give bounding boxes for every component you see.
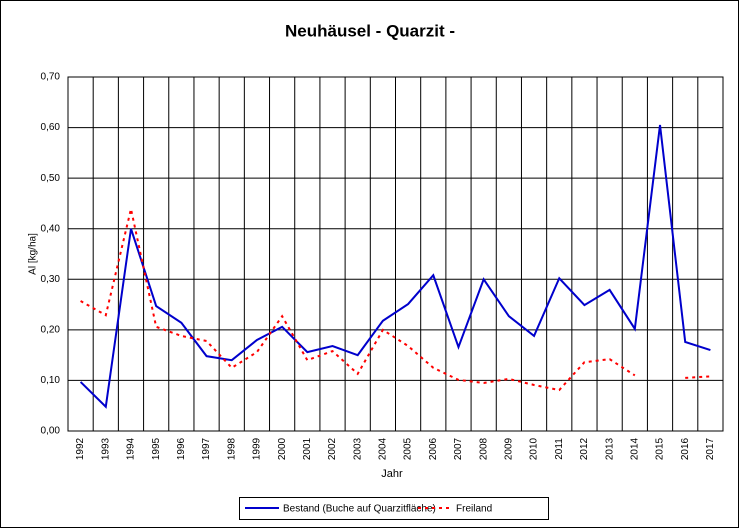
- y-tick-label: 0,40: [41, 223, 61, 234]
- series-line: [80, 208, 711, 392]
- series-line: [79, 124, 711, 409]
- x-tick-label: 1997: [201, 437, 212, 460]
- x-tick-label: 2009: [504, 437, 515, 460]
- y-tick-label: 0,50: [41, 173, 61, 184]
- y-tick-label: 0,30: [41, 274, 61, 285]
- x-tick-label: 2015: [655, 437, 666, 460]
- x-tick-label: 2017: [705, 437, 716, 460]
- x-tick-label: 2011: [554, 438, 565, 460]
- x-tick-label: 2008: [478, 437, 489, 460]
- x-tick-label: 2014: [629, 437, 640, 460]
- x-axis-label: Jahr: [381, 468, 403, 480]
- y-tick-label: 0,20: [41, 324, 61, 335]
- chart-title: Neuhäusel - Quarzit -: [285, 21, 455, 40]
- x-tick-label: 1996: [176, 437, 187, 460]
- x-tick-label: 2001: [302, 437, 313, 460]
- x-tick-label: 2013: [604, 437, 615, 460]
- x-tick-label: 2002: [327, 437, 338, 460]
- x-tick-label: 1994: [126, 437, 137, 460]
- legend: [239, 497, 549, 520]
- legend-label: Freiland: [456, 504, 492, 515]
- y-tick-label: 0,70: [41, 72, 61, 83]
- x-tick-label: 2006: [428, 437, 439, 460]
- y-tick-label: 0,60: [41, 122, 61, 133]
- y-tick-label: 0,00: [41, 426, 61, 437]
- x-tick-label: 2016: [680, 437, 691, 460]
- legend-label: Bestand (Buche auf Quarzitfläche): [283, 504, 436, 515]
- x-tick-label: 1998: [226, 437, 237, 460]
- y-axis-label: Al [kg/ha]: [28, 233, 39, 275]
- x-tick-label: 1992: [75, 437, 86, 460]
- x-tick-label: 1993: [100, 437, 111, 460]
- y-tick-label: 0,10: [41, 375, 61, 386]
- x-tick-label: 1999: [252, 437, 263, 460]
- x-tick-label: 2012: [579, 437, 590, 460]
- x-tick-label: 2004: [378, 437, 389, 460]
- x-tick-label: 2005: [403, 437, 414, 460]
- x-tick-label: 1995: [151, 437, 162, 460]
- x-tick-label: 2000: [277, 437, 288, 460]
- x-tick-label: 2007: [453, 437, 464, 460]
- x-tick-label: 2003: [352, 437, 363, 460]
- x-tick-label: 2010: [529, 437, 540, 460]
